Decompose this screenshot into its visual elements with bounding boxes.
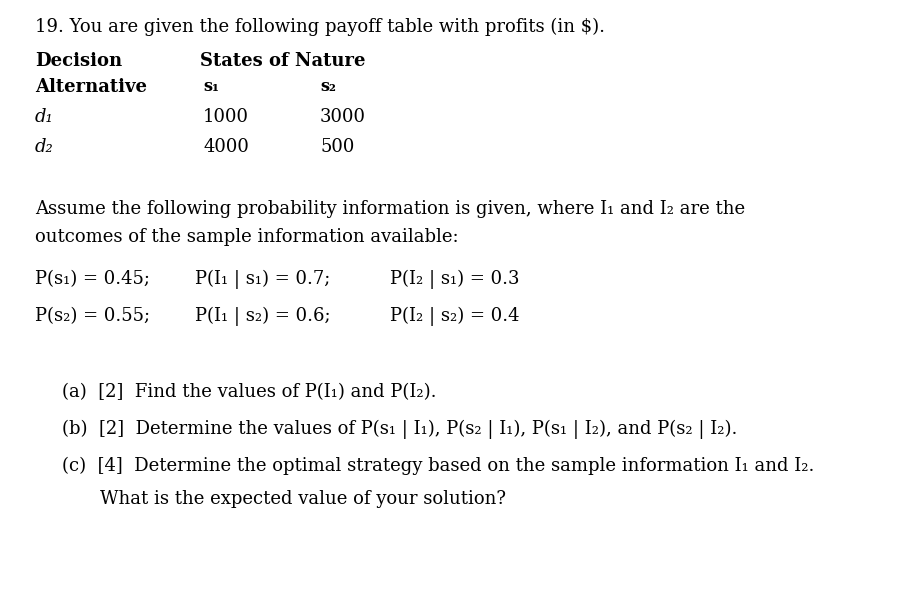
Text: 19. You are given the following payoff table with profits (in $).: 19. You are given the following payoff t… <box>35 18 605 36</box>
Text: P(I₁ | s₁) = 0.7;: P(I₁ | s₁) = 0.7; <box>195 270 331 289</box>
Text: 500: 500 <box>320 138 354 156</box>
Text: (a)  [2]  Find the values of P(I₁) and P(I₂).: (a) [2] Find the values of P(I₁) and P(I… <box>62 383 437 401</box>
Text: States of Nature: States of Nature <box>200 52 366 70</box>
Text: d₁: d₁ <box>35 108 54 126</box>
Text: Assume the following probability information is given, where I₁ and I₂ are the: Assume the following probability informa… <box>35 200 745 218</box>
Text: What is the expected value of your solution?: What is the expected value of your solut… <box>100 490 506 508</box>
Text: (b)  [2]  Determine the values of P(s₁ | I₁), P(s₂ | I₁), P(s₁ | I₂), and P(s₂ |: (b) [2] Determine the values of P(s₁ | I… <box>62 420 737 439</box>
Text: 4000: 4000 <box>203 138 249 156</box>
Text: 1000: 1000 <box>203 108 249 126</box>
Text: P(I₂ | s₂) = 0.4: P(I₂ | s₂) = 0.4 <box>390 307 519 326</box>
Text: s₁: s₁ <box>203 78 219 95</box>
Text: s₂: s₂ <box>320 78 336 95</box>
Text: d₂: d₂ <box>35 138 54 156</box>
Text: Decision: Decision <box>35 52 122 70</box>
Text: P(s₁) = 0.45;: P(s₁) = 0.45; <box>35 270 150 288</box>
Text: (c)  [4]  Determine the optimal strategy based on the sample information I₁ and : (c) [4] Determine the optimal strategy b… <box>62 457 814 475</box>
Text: P(I₁ | s₂) = 0.6;: P(I₁ | s₂) = 0.6; <box>195 307 331 326</box>
Text: outcomes of the sample information available:: outcomes of the sample information avail… <box>35 228 459 246</box>
Text: 3000: 3000 <box>320 108 366 126</box>
Text: P(I₂ | s₁) = 0.3: P(I₂ | s₁) = 0.3 <box>390 270 519 289</box>
Text: Alternative: Alternative <box>35 78 147 96</box>
Text: P(s₂) = 0.55;: P(s₂) = 0.55; <box>35 307 150 325</box>
